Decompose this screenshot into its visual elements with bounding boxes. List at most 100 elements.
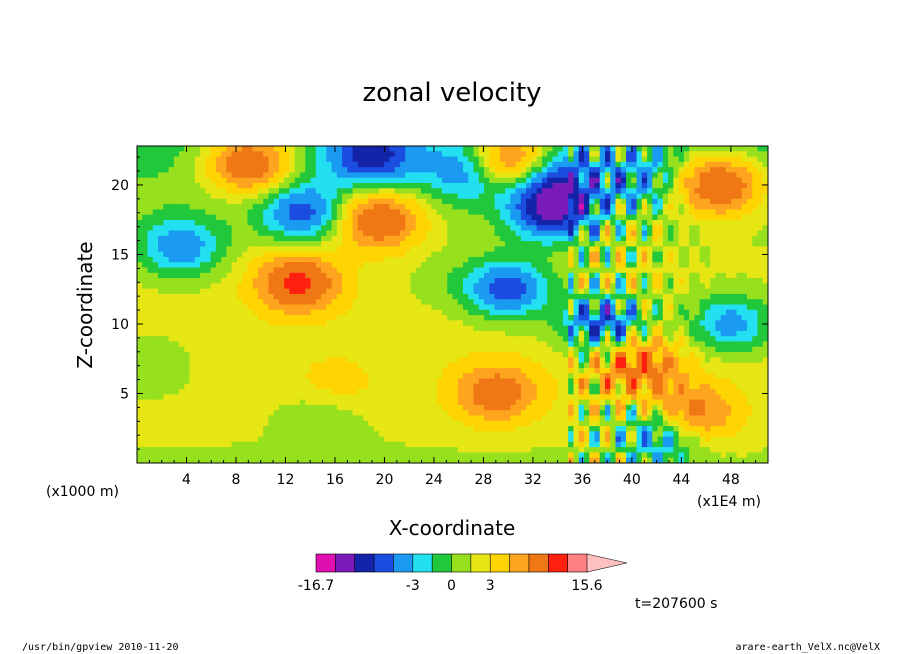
field-cell: [415, 230, 422, 237]
field-cell: [252, 352, 259, 358]
field-cell: [289, 251, 296, 258]
field-cell: [746, 336, 753, 343]
field-cell: [489, 198, 496, 205]
field-cell: [263, 320, 270, 327]
field-cell: [594, 214, 601, 221]
field-cell: [689, 156, 695, 163]
field-cell: [399, 172, 406, 179]
field-cell: [636, 283, 643, 290]
field-cell: [268, 315, 275, 321]
field-cell: [142, 241, 149, 247]
field-cell: [531, 315, 538, 321]
field-cell: [499, 288, 506, 295]
field-cell: [589, 235, 596, 242]
field-cell: [452, 246, 459, 253]
field-cell: [583, 283, 590, 290]
field-cell: [215, 219, 222, 226]
field-cell: [520, 309, 527, 316]
field-cell: [599, 230, 606, 237]
field-cell: [242, 330, 249, 337]
field-cell: [378, 230, 385, 237]
field-cell: [305, 299, 312, 306]
field-cell: [547, 304, 554, 311]
field-cell: [631, 330, 638, 337]
field-cell: [410, 352, 417, 358]
field-cell: [415, 251, 422, 258]
field-cell: [363, 309, 369, 316]
field-cell: [515, 225, 522, 232]
field-cell: [668, 357, 674, 364]
field-cell: [604, 256, 611, 263]
field-cell: [652, 330, 659, 337]
field-cell: [673, 309, 680, 316]
field-cell: [315, 198, 322, 205]
field-cell: [662, 230, 669, 237]
field-cell: [463, 209, 469, 216]
field-cell: [168, 325, 175, 332]
field-cell: [599, 172, 606, 179]
field-cell: [326, 246, 333, 253]
field-cell: [583, 357, 590, 364]
field-cell: [173, 256, 180, 263]
field-cell: [373, 167, 380, 174]
field-cell: [294, 230, 301, 237]
field-cell: [510, 235, 517, 242]
field-cell: [668, 177, 674, 184]
field-cell: [536, 315, 543, 321]
field-cell: [163, 151, 170, 158]
field-cell: [257, 198, 264, 205]
field-cell: [168, 357, 175, 364]
field-cell: [741, 219, 748, 226]
field-cell: [152, 251, 159, 258]
field-cell: [620, 352, 627, 358]
field-cell: [536, 293, 543, 300]
field-cell: [499, 320, 506, 327]
field-cell: [142, 299, 149, 306]
field-cell: [647, 283, 653, 290]
field-cell: [589, 172, 596, 179]
field-cell: [426, 299, 433, 306]
field-cell: [315, 246, 322, 253]
field-cell: [668, 209, 674, 216]
field-cell: [710, 352, 717, 358]
field-cell: [762, 309, 768, 316]
field-cell: [242, 341, 249, 348]
field-cell: [405, 262, 412, 269]
field-cell: [315, 214, 322, 221]
field-cell: [357, 309, 364, 316]
field-cell: [578, 156, 585, 163]
field-cell: [720, 209, 727, 216]
field-cell: [678, 235, 685, 242]
field-cell: [615, 151, 622, 158]
field-cell: [547, 267, 554, 274]
field-cell: [247, 146, 254, 152]
field-cell: [626, 256, 632, 263]
field-cell: [368, 198, 375, 205]
field-cell: [594, 235, 601, 242]
field-cell: [447, 209, 454, 216]
field-cell: [631, 309, 638, 316]
field-cell: [352, 156, 359, 163]
field-cell: [463, 341, 469, 348]
field-cell: [420, 146, 427, 152]
field-cell: [321, 172, 327, 179]
field-cell: [641, 246, 648, 253]
field-cell: [494, 309, 501, 316]
field-cell: [278, 230, 285, 237]
field-cell: [294, 146, 301, 152]
field-cell: [226, 230, 233, 237]
field-cell: [752, 151, 759, 158]
field-cell: [184, 320, 191, 327]
field-cell: [636, 182, 643, 189]
field-cell: [194, 241, 201, 247]
field-cell: [620, 256, 627, 263]
field-cell: [210, 151, 217, 158]
field-cell: [647, 146, 653, 152]
field-cell: [499, 214, 506, 221]
field-cell: [752, 235, 759, 242]
field-cell: [620, 151, 627, 158]
field-cell: [657, 156, 664, 163]
field-cell: [441, 214, 448, 221]
field-cell: [547, 241, 554, 247]
field-cell: [300, 182, 306, 189]
